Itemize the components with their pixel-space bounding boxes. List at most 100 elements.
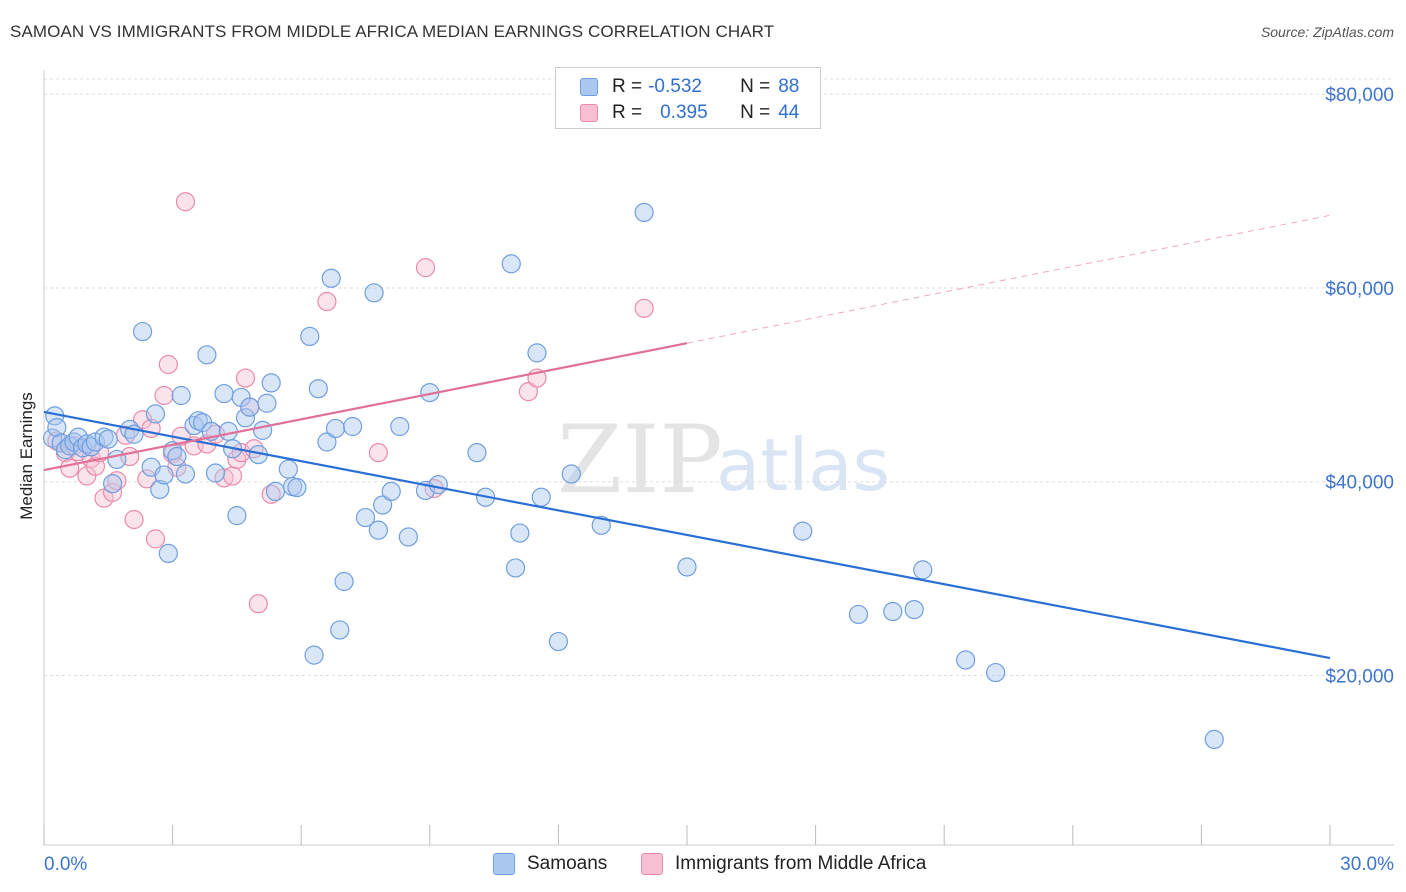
samoans-point [548, 631, 569, 652]
x-tick-label: 30.0% [1340, 854, 1394, 875]
samoans-point [390, 416, 410, 437]
middle-africa-point [158, 354, 178, 375]
legend-r-value: 0.395 [660, 102, 708, 123]
legend-r-label: R = [612, 102, 643, 123]
middle-africa-point [415, 258, 436, 278]
samoans-point [304, 645, 324, 665]
samoans-point [175, 464, 196, 484]
y-tick-label: $20,000 [1325, 666, 1394, 687]
samoans-point [158, 543, 178, 564]
middle-africa-points [47, 192, 654, 614]
samoans-legend-swatch [493, 853, 515, 875]
samoans-point [428, 475, 448, 495]
samoans-point [561, 464, 581, 484]
samoans-point [171, 385, 191, 406]
samoans-point [317, 432, 337, 452]
samoans-point [167, 446, 187, 467]
middle-africa-swatch [580, 104, 598, 122]
watermark-atlas: atlas [716, 423, 890, 507]
samoans-point [154, 465, 174, 485]
samoans-point [257, 393, 277, 413]
samoans-point [591, 515, 611, 535]
watermark: ZIP atlas [557, 406, 890, 515]
samoans-point [214, 383, 234, 404]
samoans-legend-label: Samoans [527, 853, 608, 874]
samoans-point [956, 650, 976, 670]
samoans-point [330, 620, 350, 640]
middle-africa-point [248, 594, 268, 614]
samoans-point [368, 520, 388, 540]
middle-africa-point [235, 368, 256, 388]
correlation-legend: R = -0.532 N = 88 R = 0.395 N = 44 [555, 67, 821, 129]
samoans-point [373, 495, 393, 515]
samoans-trend-line [43, 410, 1331, 660]
samoans-point [265, 481, 286, 502]
legend-n-label: N = [740, 102, 771, 123]
legend-row-middle-africa: R = 0.395 N = 44 [580, 101, 799, 125]
samoans-point [300, 326, 320, 347]
samoans-point [883, 601, 903, 622]
samoans-point [227, 506, 247, 526]
samoans-point [145, 404, 166, 424]
middle-africa-point [368, 443, 388, 463]
samoans-point [240, 397, 260, 417]
samoans-point [343, 416, 363, 437]
y-axis-label: Median Earnings [17, 392, 36, 520]
samoans-point [381, 481, 401, 502]
y-tick-label: $60,000 [1325, 279, 1394, 300]
watermark-zip: ZIP [557, 406, 723, 515]
samoans-point [218, 421, 238, 441]
middle-africa-point [124, 509, 144, 530]
samoans-point [634, 202, 654, 223]
samoans-point [308, 379, 328, 399]
middle-africa-point [317, 291, 337, 312]
middle-africa-point [518, 382, 538, 402]
samoans-point [467, 443, 487, 463]
middle-africa-point [60, 458, 80, 478]
axes [43, 70, 1394, 846]
middle-africa-trend-line [43, 342, 688, 472]
samoans-swatch [580, 78, 598, 96]
middle-africa-point [154, 385, 174, 406]
samoans-point [1204, 729, 1224, 750]
samoans-point [261, 373, 281, 393]
samoans-point [107, 449, 127, 470]
middle-africa-legend-label: Immigrants from Middle Africa [675, 853, 927, 874]
samoans-point [132, 321, 153, 342]
legend-n-value: 44 [778, 102, 800, 123]
legend-r-label: R = [612, 76, 643, 97]
samoans-point [278, 459, 298, 479]
samoans-point [793, 521, 813, 541]
samoans-point [235, 408, 256, 428]
legend-n-value: 88 [778, 76, 800, 97]
middle-africa-legend-swatch [641, 853, 663, 875]
samoans-points [42, 202, 1224, 750]
x-tick-label: 0.0% [44, 854, 87, 875]
samoans-point [205, 463, 226, 483]
samoans-point [253, 420, 273, 440]
source-label: Source: ZipAtlas.com [1260, 24, 1394, 40]
bottom-legend-middle-africa: Immigrants from Middle Africa [641, 851, 926, 877]
legend-n-label: N = [740, 76, 771, 97]
samoans-point [848, 604, 869, 625]
samoans-point [986, 662, 1006, 683]
chart-title: SAMOAN VS IMMIGRANTS FROM MIDDLE AFRICA … [10, 22, 775, 41]
samoans-point [197, 345, 217, 365]
samoans-point [904, 599, 924, 620]
samoans-point [334, 571, 354, 592]
bottom-legend-samoans: Samoans [493, 851, 607, 877]
samoans-point [501, 254, 521, 274]
samoans-point [321, 268, 341, 288]
samoans-point [102, 474, 123, 494]
middle-africa-point [175, 192, 196, 212]
y-tick-label: $40,000 [1325, 473, 1394, 494]
samoans-point [527, 343, 547, 363]
samoans-point [287, 477, 307, 498]
trend-lines [43, 214, 1331, 660]
samoans-point [47, 417, 67, 438]
samoans-point [398, 527, 418, 547]
samoans-point [325, 418, 346, 439]
samoans-point [98, 429, 118, 449]
legend-r-value: -0.532 [648, 76, 702, 97]
